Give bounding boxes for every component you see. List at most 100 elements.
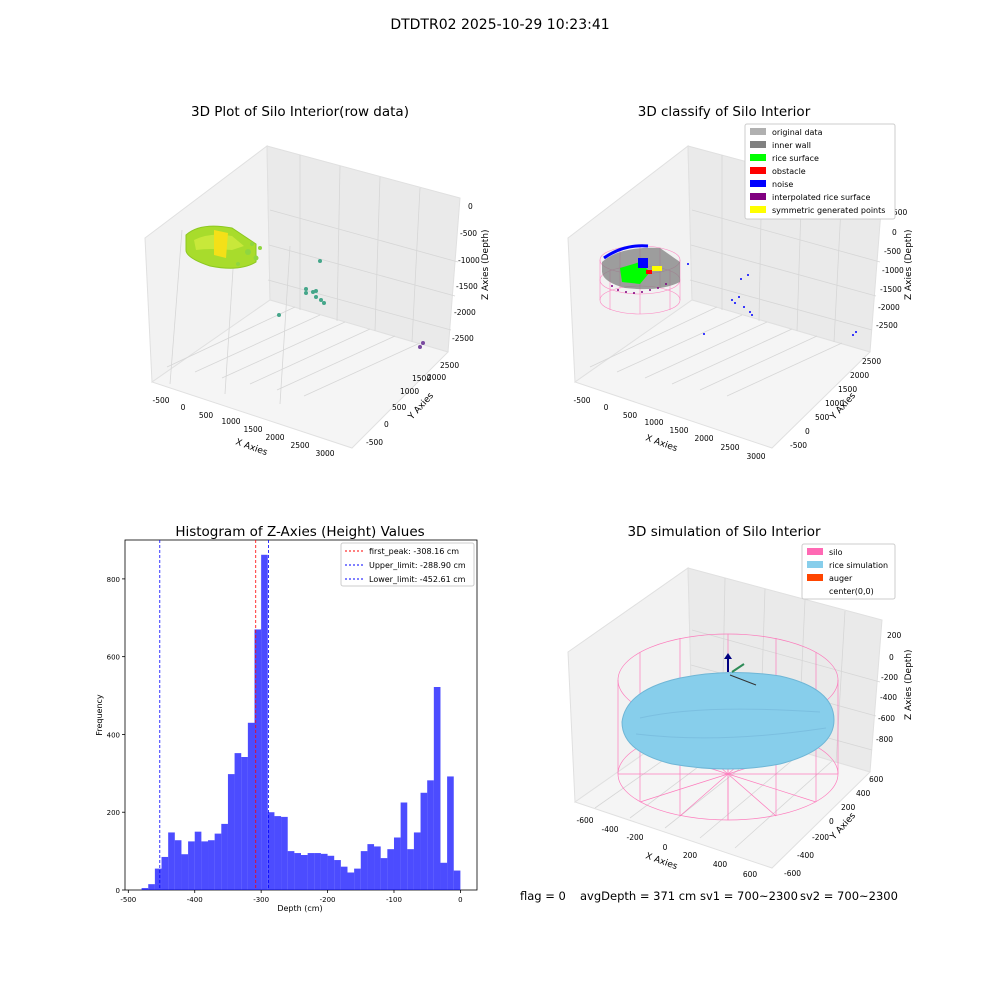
- histogram-bar: [427, 780, 434, 890]
- legend-swatch: [750, 167, 766, 174]
- raw-point-cloud: [185, 225, 425, 349]
- histogram-bar: [367, 844, 375, 890]
- simulation-x-label: X Axies: [644, 851, 679, 872]
- y-tick-label: 400: [107, 731, 120, 739]
- raw-plot-title: 3D Plot of Silo Interior(row data): [191, 104, 409, 120]
- histogram-bar: [413, 832, 421, 890]
- simulation-z-tick: -200: [881, 673, 898, 682]
- histogram-bar: [374, 846, 381, 890]
- histogram-bar: [327, 855, 335, 890]
- simulation-plot-title: 3D simulation of Silo Interior: [627, 524, 821, 540]
- histogram-bar: [181, 854, 189, 890]
- histogram-bar: [420, 792, 428, 890]
- raw-x-tick: 1500: [243, 425, 262, 434]
- histogram-bar: [148, 884, 155, 890]
- raw-y-tick: 1000: [400, 387, 419, 396]
- histogram-bars: [141, 554, 461, 890]
- raw-z-tick: -1000: [458, 256, 480, 265]
- status-sv2: sv2 = 700~2300: [800, 889, 898, 903]
- legend-label: inner wall: [772, 141, 811, 150]
- histogram-bar: [221, 823, 228, 890]
- simulation-silo-model: [617, 633, 839, 821]
- classify-y-tick: 500: [815, 413, 830, 422]
- classify-point-cloud: [599, 244, 857, 336]
- raw-y-tick: 2500: [440, 361, 459, 370]
- simulation-y-tick: -400: [797, 851, 814, 860]
- histogram-bar: [214, 833, 222, 890]
- x-tick-label: -200: [320, 896, 336, 904]
- classify-x-tick: -500: [573, 396, 590, 405]
- raw-x-tick: 2500: [290, 441, 309, 450]
- histogram-bar: [234, 753, 242, 890]
- classify-y-tick: 1000: [825, 399, 844, 408]
- simulation-x-tick: 400: [713, 860, 728, 869]
- legend-swatch: [750, 141, 766, 148]
- histogram-bar: [400, 802, 408, 890]
- raw-z-label: Z Axies (Depth): [481, 229, 491, 300]
- raw-y-tick: 1500: [412, 374, 431, 383]
- histogram-bar: [440, 862, 448, 890]
- raw-y-tick: 500: [392, 403, 407, 412]
- histogram-x-ticks: -500 -400 -300 -200 -100 0: [120, 890, 463, 904]
- simulation-y-tick: 0: [829, 817, 834, 826]
- histogram-bar: [380, 858, 388, 890]
- classify-z-tick: 500: [893, 208, 908, 217]
- classify-z-tick: 0: [892, 228, 897, 237]
- classify-z-tick: -500: [884, 247, 901, 256]
- legend-swatch: [807, 574, 823, 581]
- legend-label: symmetric generated points: [772, 206, 885, 215]
- raw-z-tick: 0: [468, 202, 473, 211]
- raw-x-tick: 2000: [265, 433, 284, 442]
- histogram-bar: [340, 866, 348, 890]
- classify-y-tick: 2000: [850, 371, 869, 380]
- y-tick-label: 0: [116, 887, 120, 895]
- histogram-bar: [168, 832, 175, 890]
- raw-z-tick: -500: [460, 229, 477, 238]
- histogram-bar: [294, 853, 301, 890]
- histogram-bar: [188, 841, 195, 890]
- histogram-bar: [208, 840, 215, 890]
- classify-y-tick: 1500: [838, 385, 857, 394]
- simulation-y-tick: -600: [784, 869, 801, 878]
- classify-x-tick: 500: [623, 411, 638, 420]
- x-tick-label: -400: [187, 896, 203, 904]
- simulation-x-tick: -200: [626, 833, 643, 842]
- legend-label: obstacle: [772, 167, 806, 176]
- legend-label: rice surface: [772, 154, 819, 163]
- histogram-bar: [261, 554, 268, 890]
- histogram-bar: [194, 831, 202, 890]
- status-sv1: sv1 = 700~2300: [700, 889, 798, 903]
- simulation-x-tick: 200: [683, 851, 698, 860]
- histogram-bar: [433, 687, 441, 890]
- simulation-z-tick: 200: [887, 631, 902, 640]
- raw-y-tick: -500: [366, 438, 383, 447]
- status-flag: flag = 0: [520, 889, 566, 903]
- classify-x-tick: 2500: [720, 443, 739, 452]
- legend-label: Lower_limit: -452.61 cm: [369, 575, 466, 584]
- histogram-y-ticks: 0 200 400 600 800: [107, 576, 125, 895]
- legend-swatch: [807, 561, 823, 568]
- y-tick-label: 800: [107, 576, 120, 584]
- legend-label: original data: [772, 128, 823, 137]
- raw-y-tick: 2000: [427, 373, 446, 382]
- histogram-bar: [320, 853, 328, 890]
- simulation-z-tick: 0: [889, 653, 894, 662]
- x-tick-label: 0: [458, 896, 462, 904]
- histogram-bar: [407, 849, 414, 890]
- raw-x-tick: 1000: [221, 417, 240, 426]
- raw-x-tick: 0: [181, 403, 186, 412]
- simulation-legend: silo rice simulation auger center(0,0): [801, 543, 896, 600]
- classify-x-tick: 1000: [644, 418, 663, 427]
- raw-3d-axes: -500 0 500 1000 1500 2000 2500 3000 X Ax…: [144, 145, 491, 458]
- histogram-bar: [301, 855, 308, 890]
- legend-label: first_peak: -308.16 cm: [369, 547, 459, 556]
- legend-label: Upper_limit: -288.90 cm: [369, 561, 466, 570]
- y-tick-label: 600: [107, 654, 120, 662]
- simulation-y-tick: 400: [856, 789, 871, 798]
- simulation-x-tick: 600: [743, 870, 758, 879]
- histogram-bar: [274, 816, 282, 890]
- legend-label: silo: [829, 548, 843, 557]
